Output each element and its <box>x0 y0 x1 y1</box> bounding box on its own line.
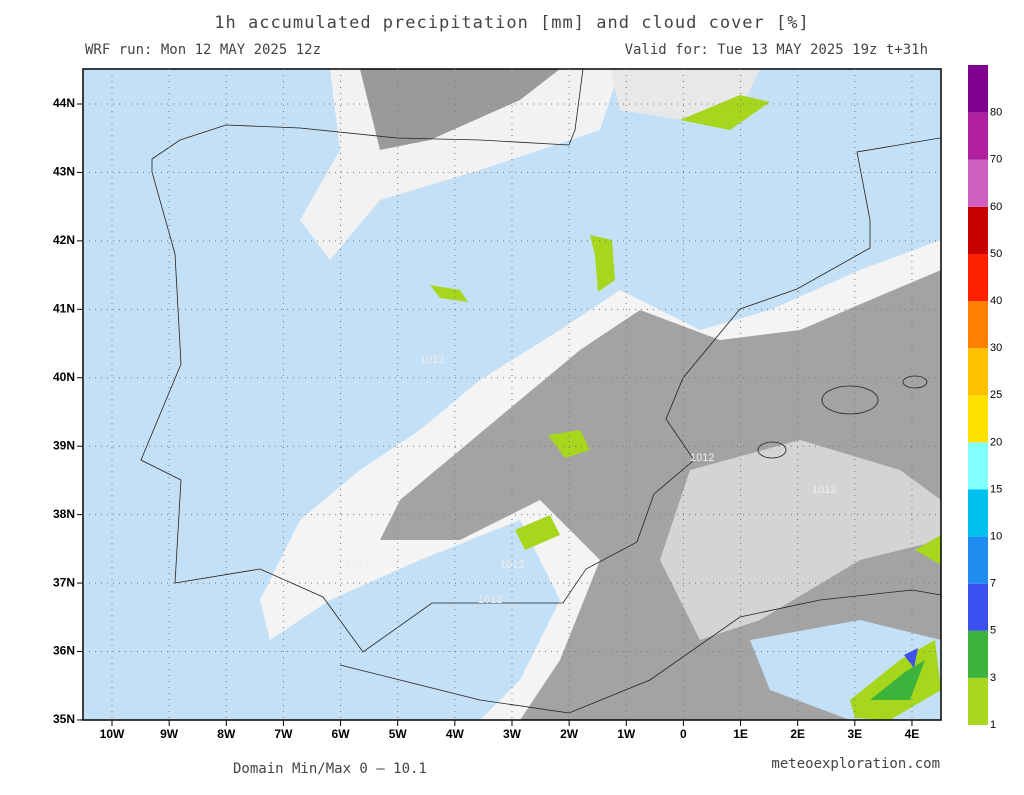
lat-label: 39N <box>53 438 75 452</box>
lon-label: 10W <box>100 727 125 741</box>
lat-label: 36N <box>53 644 75 658</box>
domain-minmax: Domain Min/Max 0 — 10.1 <box>233 761 427 777</box>
lon-label: 3W <box>503 727 522 741</box>
lat-label: 35N <box>53 712 75 726</box>
colorbar-swatch <box>968 301 988 349</box>
colorbar-label: 20 <box>990 436 1002 448</box>
lon-label: 6W <box>332 727 351 741</box>
lon-label: 3E <box>847 727 862 741</box>
isobar-label: 1012 <box>812 484 836 496</box>
colorbar-swatch <box>968 489 988 537</box>
colorbar-label: 1 <box>990 719 996 731</box>
colorbar-label: 60 <box>990 201 1002 213</box>
colorbar-swatch <box>968 630 988 678</box>
lat-label: 38N <box>53 507 75 521</box>
isobar-label: 1012 <box>500 559 524 571</box>
map <box>83 69 941 720</box>
colorbar-swatch <box>968 112 988 160</box>
lat-label: 44N <box>53 96 75 110</box>
colorbar-label: 3 <box>990 672 996 684</box>
colorbar-label: 40 <box>990 295 1002 307</box>
lat-label: 37N <box>53 575 75 589</box>
colorbar-label: 5 <box>990 625 996 637</box>
colorbar-label: 10 <box>990 531 1002 543</box>
colorbar-swatch <box>968 206 988 254</box>
site: meteoexploration.com <box>771 756 940 772</box>
colorbar-swatch <box>968 536 988 584</box>
lon-label: 0 <box>680 727 687 741</box>
colorbar-label: 80 <box>990 107 1002 119</box>
lon-label: 2W <box>560 727 579 741</box>
title: 1h accumulated precipitation [mm] and cl… <box>214 13 809 33</box>
colorbar-swatch <box>968 677 988 725</box>
lon-label: 4E <box>905 727 920 741</box>
colorbar-label: 70 <box>990 154 1002 166</box>
lon-label: 1W <box>617 727 636 741</box>
colorbar-label: 30 <box>990 342 1002 354</box>
colorbar-label: 15 <box>990 483 1002 495</box>
lon-label: 8W <box>217 727 236 741</box>
lat-label: 42N <box>53 233 75 247</box>
isobar-label: 1012 <box>478 594 502 606</box>
lon-label: 9W <box>160 727 179 741</box>
isobar-label: 1012 <box>690 452 714 464</box>
lat-label: 43N <box>53 165 75 179</box>
valid-time: Valid for: Tue 13 MAY 2025 19z t+31h <box>625 42 928 58</box>
colorbar-label: 25 <box>990 389 1002 401</box>
colorbar-swatch <box>968 583 988 631</box>
lon-label: 2E <box>790 727 805 741</box>
lon-label: 7W <box>274 727 293 741</box>
colorbar-swatch <box>968 348 988 396</box>
colorbar-label: 7 <box>990 578 996 590</box>
lon-label: 5W <box>389 727 408 741</box>
isobar-label: 1012 <box>420 354 444 366</box>
lon-label: 4W <box>446 727 465 741</box>
lat-label: 40N <box>53 370 75 384</box>
colorbar-swatch <box>968 159 988 207</box>
colorbar-swatch <box>968 65 988 113</box>
colorbar-swatch <box>968 442 988 490</box>
isobar-label: 1012 <box>345 559 369 571</box>
run-time: WRF run: Mon 12 MAY 2025 12z <box>85 42 321 58</box>
lat-label: 41N <box>53 301 75 315</box>
colorbar-swatch <box>968 395 988 443</box>
colorbar-swatch <box>968 254 988 302</box>
colorbar-label: 50 <box>990 248 1002 260</box>
lon-label: 1E <box>733 727 748 741</box>
